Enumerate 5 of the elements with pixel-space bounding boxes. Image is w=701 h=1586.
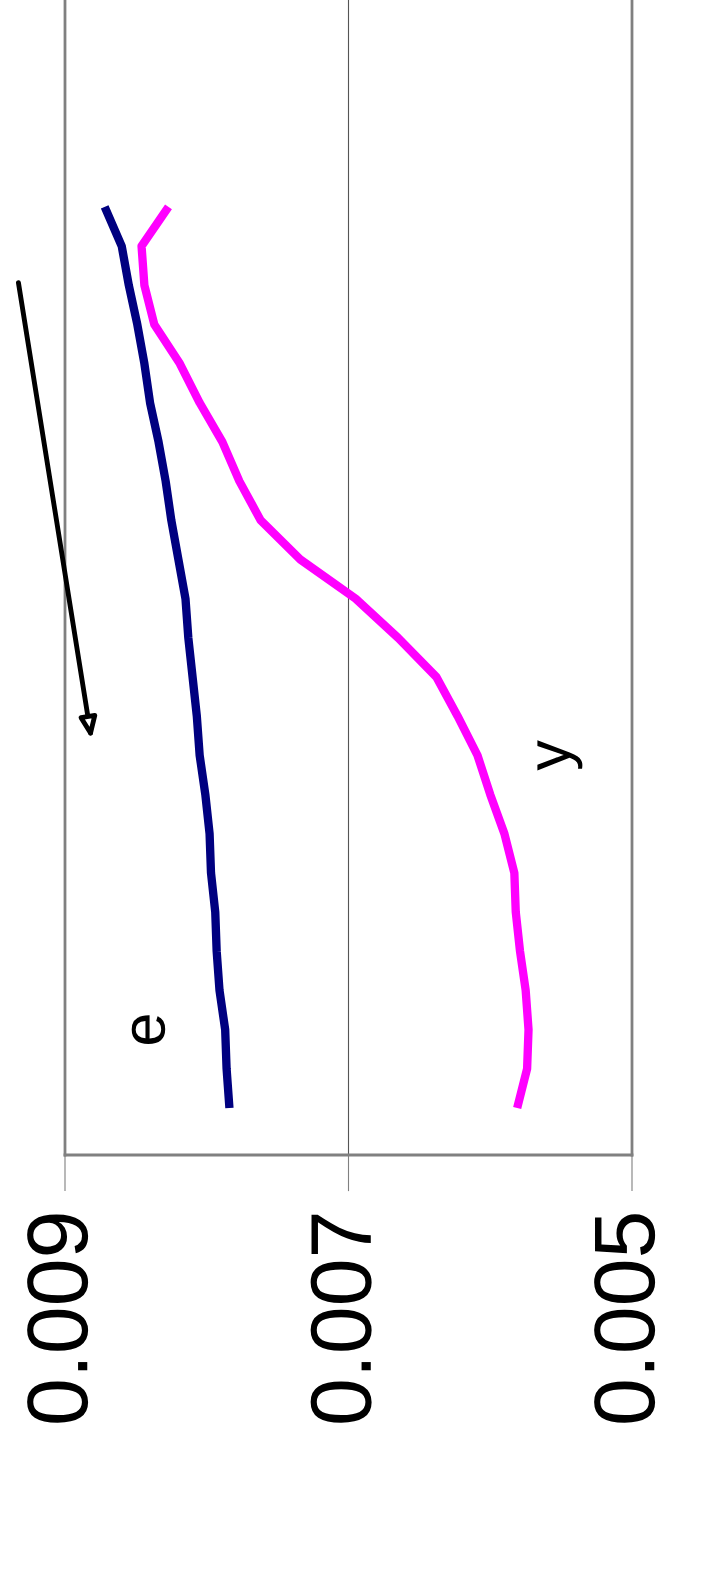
text: e bbox=[131, 1015, 166, 1045]
x-tick-label: 0.007 bbox=[310, 1214, 372, 1423]
text: y bbox=[537, 740, 583, 771]
x-tick-label: 0.009 bbox=[27, 1214, 89, 1423]
x-tick-label: 0.005 bbox=[594, 1214, 656, 1423]
